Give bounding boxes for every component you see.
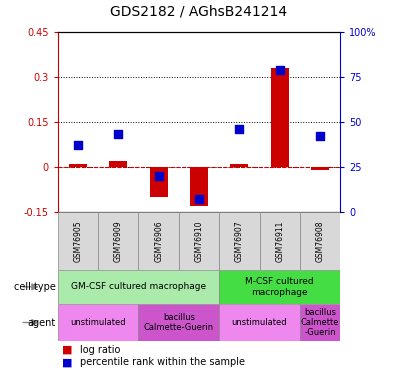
Bar xyxy=(300,304,340,341)
Point xyxy=(277,67,283,73)
Text: GDS2182 / AGhsB241214: GDS2182 / AGhsB241214 xyxy=(110,4,288,18)
Text: GSM76909: GSM76909 xyxy=(114,220,123,262)
Bar xyxy=(271,68,289,167)
Bar xyxy=(139,304,219,341)
Text: ■: ■ xyxy=(62,345,72,355)
Point xyxy=(75,142,81,148)
Bar xyxy=(230,164,248,167)
Text: bacillus
Calmette-Guerin: bacillus Calmette-Guerin xyxy=(144,313,214,332)
Point xyxy=(196,196,202,202)
Text: unstimulated: unstimulated xyxy=(232,318,287,327)
Text: GSM76911: GSM76911 xyxy=(275,220,284,262)
Point xyxy=(115,132,121,138)
Point xyxy=(156,173,162,179)
Text: agent: agent xyxy=(27,318,56,327)
Text: GM-CSF cultured macrophage: GM-CSF cultured macrophage xyxy=(71,282,206,291)
Point xyxy=(317,133,323,139)
Text: ■: ■ xyxy=(62,357,72,368)
Text: GSM76910: GSM76910 xyxy=(195,220,203,262)
Text: cell type: cell type xyxy=(14,282,56,292)
Text: GSM76907: GSM76907 xyxy=(235,220,244,262)
Text: M-CSF cultured
macrophage: M-CSF cultured macrophage xyxy=(246,277,314,297)
Text: GSM76906: GSM76906 xyxy=(154,220,163,262)
Bar xyxy=(190,167,208,206)
Text: unstimulated: unstimulated xyxy=(70,318,126,327)
Bar xyxy=(69,164,87,167)
Bar xyxy=(139,212,179,270)
Bar xyxy=(311,167,329,170)
Bar xyxy=(98,212,139,270)
Bar xyxy=(109,161,127,167)
Text: log ratio: log ratio xyxy=(80,345,120,355)
Bar xyxy=(58,212,98,270)
Bar xyxy=(58,304,139,341)
Bar xyxy=(300,212,340,270)
Text: bacillus
Calmette
-Guerin: bacillus Calmette -Guerin xyxy=(301,308,339,338)
Text: percentile rank within the sample: percentile rank within the sample xyxy=(80,357,245,368)
Text: GSM76905: GSM76905 xyxy=(73,220,82,262)
Point xyxy=(236,126,242,132)
Bar xyxy=(219,304,300,341)
Text: GSM76908: GSM76908 xyxy=(316,220,325,262)
Bar xyxy=(179,212,219,270)
Bar xyxy=(219,212,259,270)
Bar xyxy=(219,270,340,304)
Bar xyxy=(150,167,168,197)
Bar xyxy=(259,212,300,270)
Bar xyxy=(58,270,219,304)
